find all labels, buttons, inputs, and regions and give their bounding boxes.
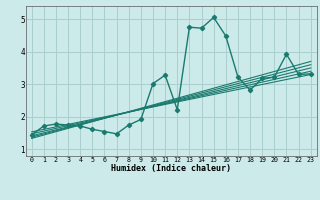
X-axis label: Humidex (Indice chaleur): Humidex (Indice chaleur) — [111, 164, 231, 173]
